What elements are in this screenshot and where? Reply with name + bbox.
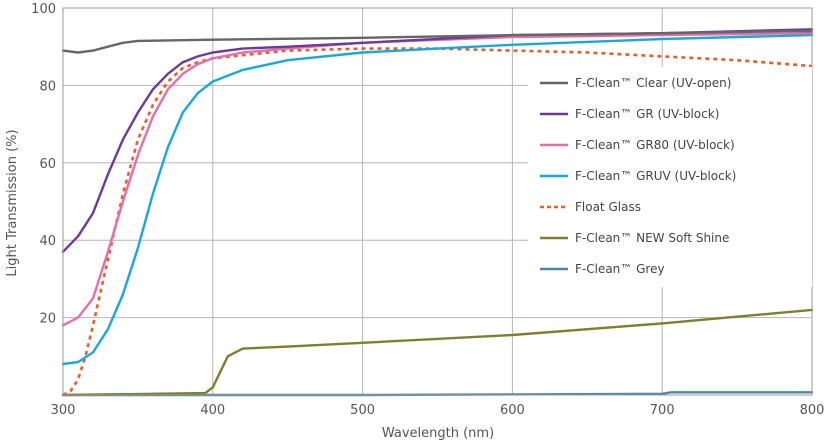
x-tick-label: 600 <box>500 403 525 418</box>
series-line <box>62 47 813 397</box>
x-tick-labels: 300 400 500 600 700 800 <box>51 403 825 418</box>
plot-lines <box>61 28 814 397</box>
y-tick-labels: 20 40 60 80 100 <box>31 2 56 327</box>
legend-label: F-Clean™ GRUV (UV-block) <box>575 169 736 183</box>
legend: F-Clean™ Clear (UV-open) F-Clean™ GR (UV-… <box>528 67 812 287</box>
y-axis-label: Light Transmission (%) <box>5 129 20 276</box>
legend-label: F-Clean™ Grey <box>575 262 665 276</box>
x-tick-label: 800 <box>800 403 825 418</box>
y-tick-label: 20 <box>39 312 56 327</box>
legend-label: Float Glass <box>575 200 641 214</box>
x-tick-label: 700 <box>650 403 675 418</box>
y-tick-label: 80 <box>39 79 56 94</box>
x-tick-label: 400 <box>200 403 225 418</box>
series-line <box>61 33 814 366</box>
series-line <box>61 30 814 54</box>
series-line <box>61 308 814 397</box>
y-tick-label: 100 <box>31 2 56 17</box>
legend-label: F-Clean™ Clear (UV-open) <box>575 76 731 90</box>
series-line <box>61 28 814 253</box>
x-tick-label: 500 <box>350 403 375 418</box>
legend-label: F-Clean™ NEW Soft Shine <box>575 231 729 245</box>
x-axis-label: Wavelength (nm) <box>382 426 494 441</box>
legend-label: F-Clean™ GR80 (UV-block) <box>575 138 735 152</box>
legend-label: F-Clean™ GR (UV-block) <box>575 107 719 121</box>
legend-background <box>528 67 812 287</box>
y-tick-label: 40 <box>39 234 56 249</box>
x-tick-label: 300 <box>51 403 76 418</box>
y-tick-label: 60 <box>39 157 56 172</box>
